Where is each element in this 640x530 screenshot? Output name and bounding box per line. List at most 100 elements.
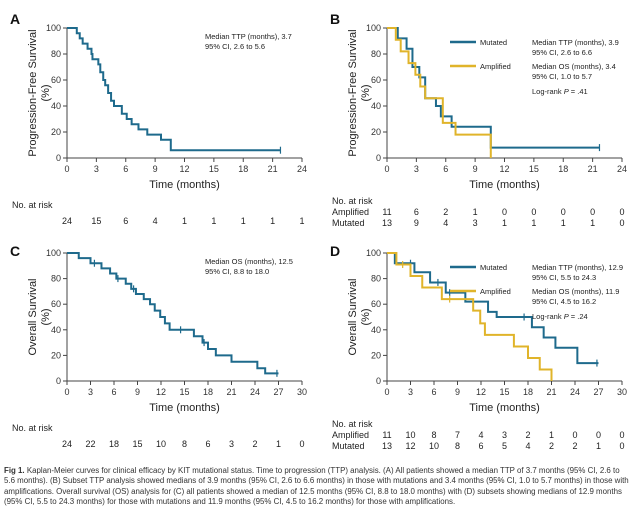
caption-text: Kaplan-Meier curves for clinical efficac… — [4, 466, 629, 507]
legend-detail: Median TTP (months), 12.9 — [532, 263, 623, 272]
median-annotation: Median TTP (months), 3.7 — [205, 32, 292, 41]
risk-value: 5 — [502, 441, 507, 451]
x-tick-label: 9 — [153, 164, 158, 174]
x-tick-label: 0 — [64, 387, 69, 397]
risk-row-label-mutated: Mutated — [332, 441, 365, 451]
km-curve — [67, 252, 279, 375]
median-annotation: 95% CI, 8.8 to 18.0 — [205, 267, 269, 276]
panel-c: C 0 20 40 60 80 100 0 3 6 9 12 15 18 21 24 27 30 Time (mon… — [0, 232, 320, 462]
x-tick-label: 9 — [135, 387, 140, 397]
x-tick-label: 18 — [238, 164, 248, 174]
y-axis-title: Progression-Free Survival(%) — [27, 29, 52, 156]
x-axis-title: Time (months) — [149, 402, 220, 414]
figure-caption: Fig 1. Kaplan-Meier curves for clinical … — [4, 466, 632, 508]
x-tick-label: 18 — [203, 387, 213, 397]
risk-value: 0 — [299, 439, 304, 449]
risk-value: 1 — [549, 430, 554, 440]
panel-letter: A — [10, 11, 20, 27]
risk-value: 10 — [429, 441, 439, 451]
risk-value: 15 — [132, 439, 142, 449]
risk-value: 15 — [91, 216, 101, 226]
x-tick-label: 24 — [617, 164, 627, 174]
x-tick-label: 21 — [588, 164, 598, 174]
x-tick-label: 9 — [473, 164, 478, 174]
risk-value: 1 — [561, 218, 566, 228]
legend-detail: 95% CI, 2.6 to 6.6 — [532, 48, 592, 57]
x-tick-label: 6 — [443, 164, 448, 174]
legend-detail: Median OS (months), 3.4 — [532, 62, 616, 71]
x-tick-label: 21 — [546, 387, 556, 397]
x-tick-label: 3 — [88, 387, 93, 397]
risk-value: 0 — [619, 441, 624, 451]
risk-value: 1 — [531, 218, 536, 228]
x-axis-title: Time (months) — [149, 179, 220, 191]
legend-label-amplified: Amplified — [480, 287, 511, 296]
caption-label: Fig 1. — [4, 466, 25, 475]
risk-value: 0 — [619, 218, 624, 228]
legend-detail: 95% CI, 4.5 to 16.2 — [532, 297, 596, 306]
risk-row-label-mutated: Mutated — [332, 218, 365, 228]
risk-value: 24 — [62, 439, 72, 449]
risk-value: 8 — [431, 430, 436, 440]
x-tick-label: 30 — [617, 387, 627, 397]
panel-letter: B — [330, 11, 340, 27]
km-curve — [67, 27, 281, 152]
x-tick-label: 30 — [297, 387, 307, 397]
risk-row-label-amplified: Amplified — [332, 430, 369, 440]
y-tick-label: 100 — [366, 23, 381, 33]
risk-value: 10 — [405, 430, 415, 440]
x-tick-label: 15 — [529, 164, 539, 174]
km-curve-amplified — [387, 27, 492, 158]
x-tick-label: 27 — [273, 387, 283, 397]
y-tick-label: 80 — [51, 274, 61, 284]
risk-table-label: No. at risk — [12, 423, 53, 433]
risk-value: 11 — [382, 207, 391, 217]
legend-detail: 95% CI, 5.5 to 24.3 — [532, 273, 596, 282]
risk-value: 6 — [414, 207, 419, 217]
risk-value: 9 — [414, 218, 419, 228]
x-tick-label: 15 — [499, 387, 509, 397]
risk-value: 22 — [85, 439, 95, 449]
risk-value: 18 — [109, 439, 119, 449]
risk-value: 1 — [299, 216, 304, 226]
risk-value: 1 — [473, 207, 478, 217]
legend-label-mutated: Mutated — [480, 263, 507, 272]
x-tick-label: 24 — [297, 164, 307, 174]
risk-value: 0 — [531, 207, 536, 217]
km-curve-mutated — [387, 252, 599, 365]
risk-value: 24 — [62, 216, 72, 226]
risk-value: 8 — [455, 441, 460, 451]
x-tick-label: 12 — [499, 164, 509, 174]
risk-value: 4 — [525, 441, 530, 451]
risk-value: 1 — [590, 218, 595, 228]
y-tick-label: 60 — [371, 299, 381, 309]
y-tick-label: 20 — [371, 127, 381, 137]
risk-value: 10 — [156, 439, 166, 449]
y-axis-title: Overall Survival(%) — [347, 278, 372, 355]
log-rank-p: Log-rank P = .41 — [532, 87, 588, 96]
risk-value: 8 — [182, 439, 187, 449]
y-tick-label: 40 — [51, 325, 61, 335]
median-annotation: 95% CI, 2.6 to 5.6 — [205, 42, 265, 51]
y-tick-label: 40 — [371, 101, 381, 111]
risk-value: 0 — [619, 207, 624, 217]
y-tick-label: 80 — [371, 49, 381, 59]
risk-value: 2 — [252, 439, 257, 449]
risk-value: 13 — [382, 218, 392, 228]
risk-table-label: No. at risk — [12, 200, 53, 210]
risk-value: 2 — [443, 207, 448, 217]
x-tick-label: 21 — [226, 387, 236, 397]
x-tick-label: 12 — [179, 164, 189, 174]
risk-row-label-amplified: Amplified — [332, 207, 369, 217]
risk-value: 1 — [182, 216, 187, 226]
x-tick-label: 12 — [156, 387, 166, 397]
risk-value: 1 — [276, 439, 281, 449]
risk-value: 6 — [205, 439, 210, 449]
x-tick-label: 27 — [593, 387, 603, 397]
risk-value: 4 — [478, 430, 483, 440]
x-tick-label: 6 — [111, 387, 116, 397]
y-tick-label: 0 — [376, 153, 381, 163]
x-tick-label: 3 — [94, 164, 99, 174]
km-chart-a: A 0 20 40 60 80 100 0 3 6 9 12 15 18 21 24 Time (months)… — [10, 11, 307, 226]
